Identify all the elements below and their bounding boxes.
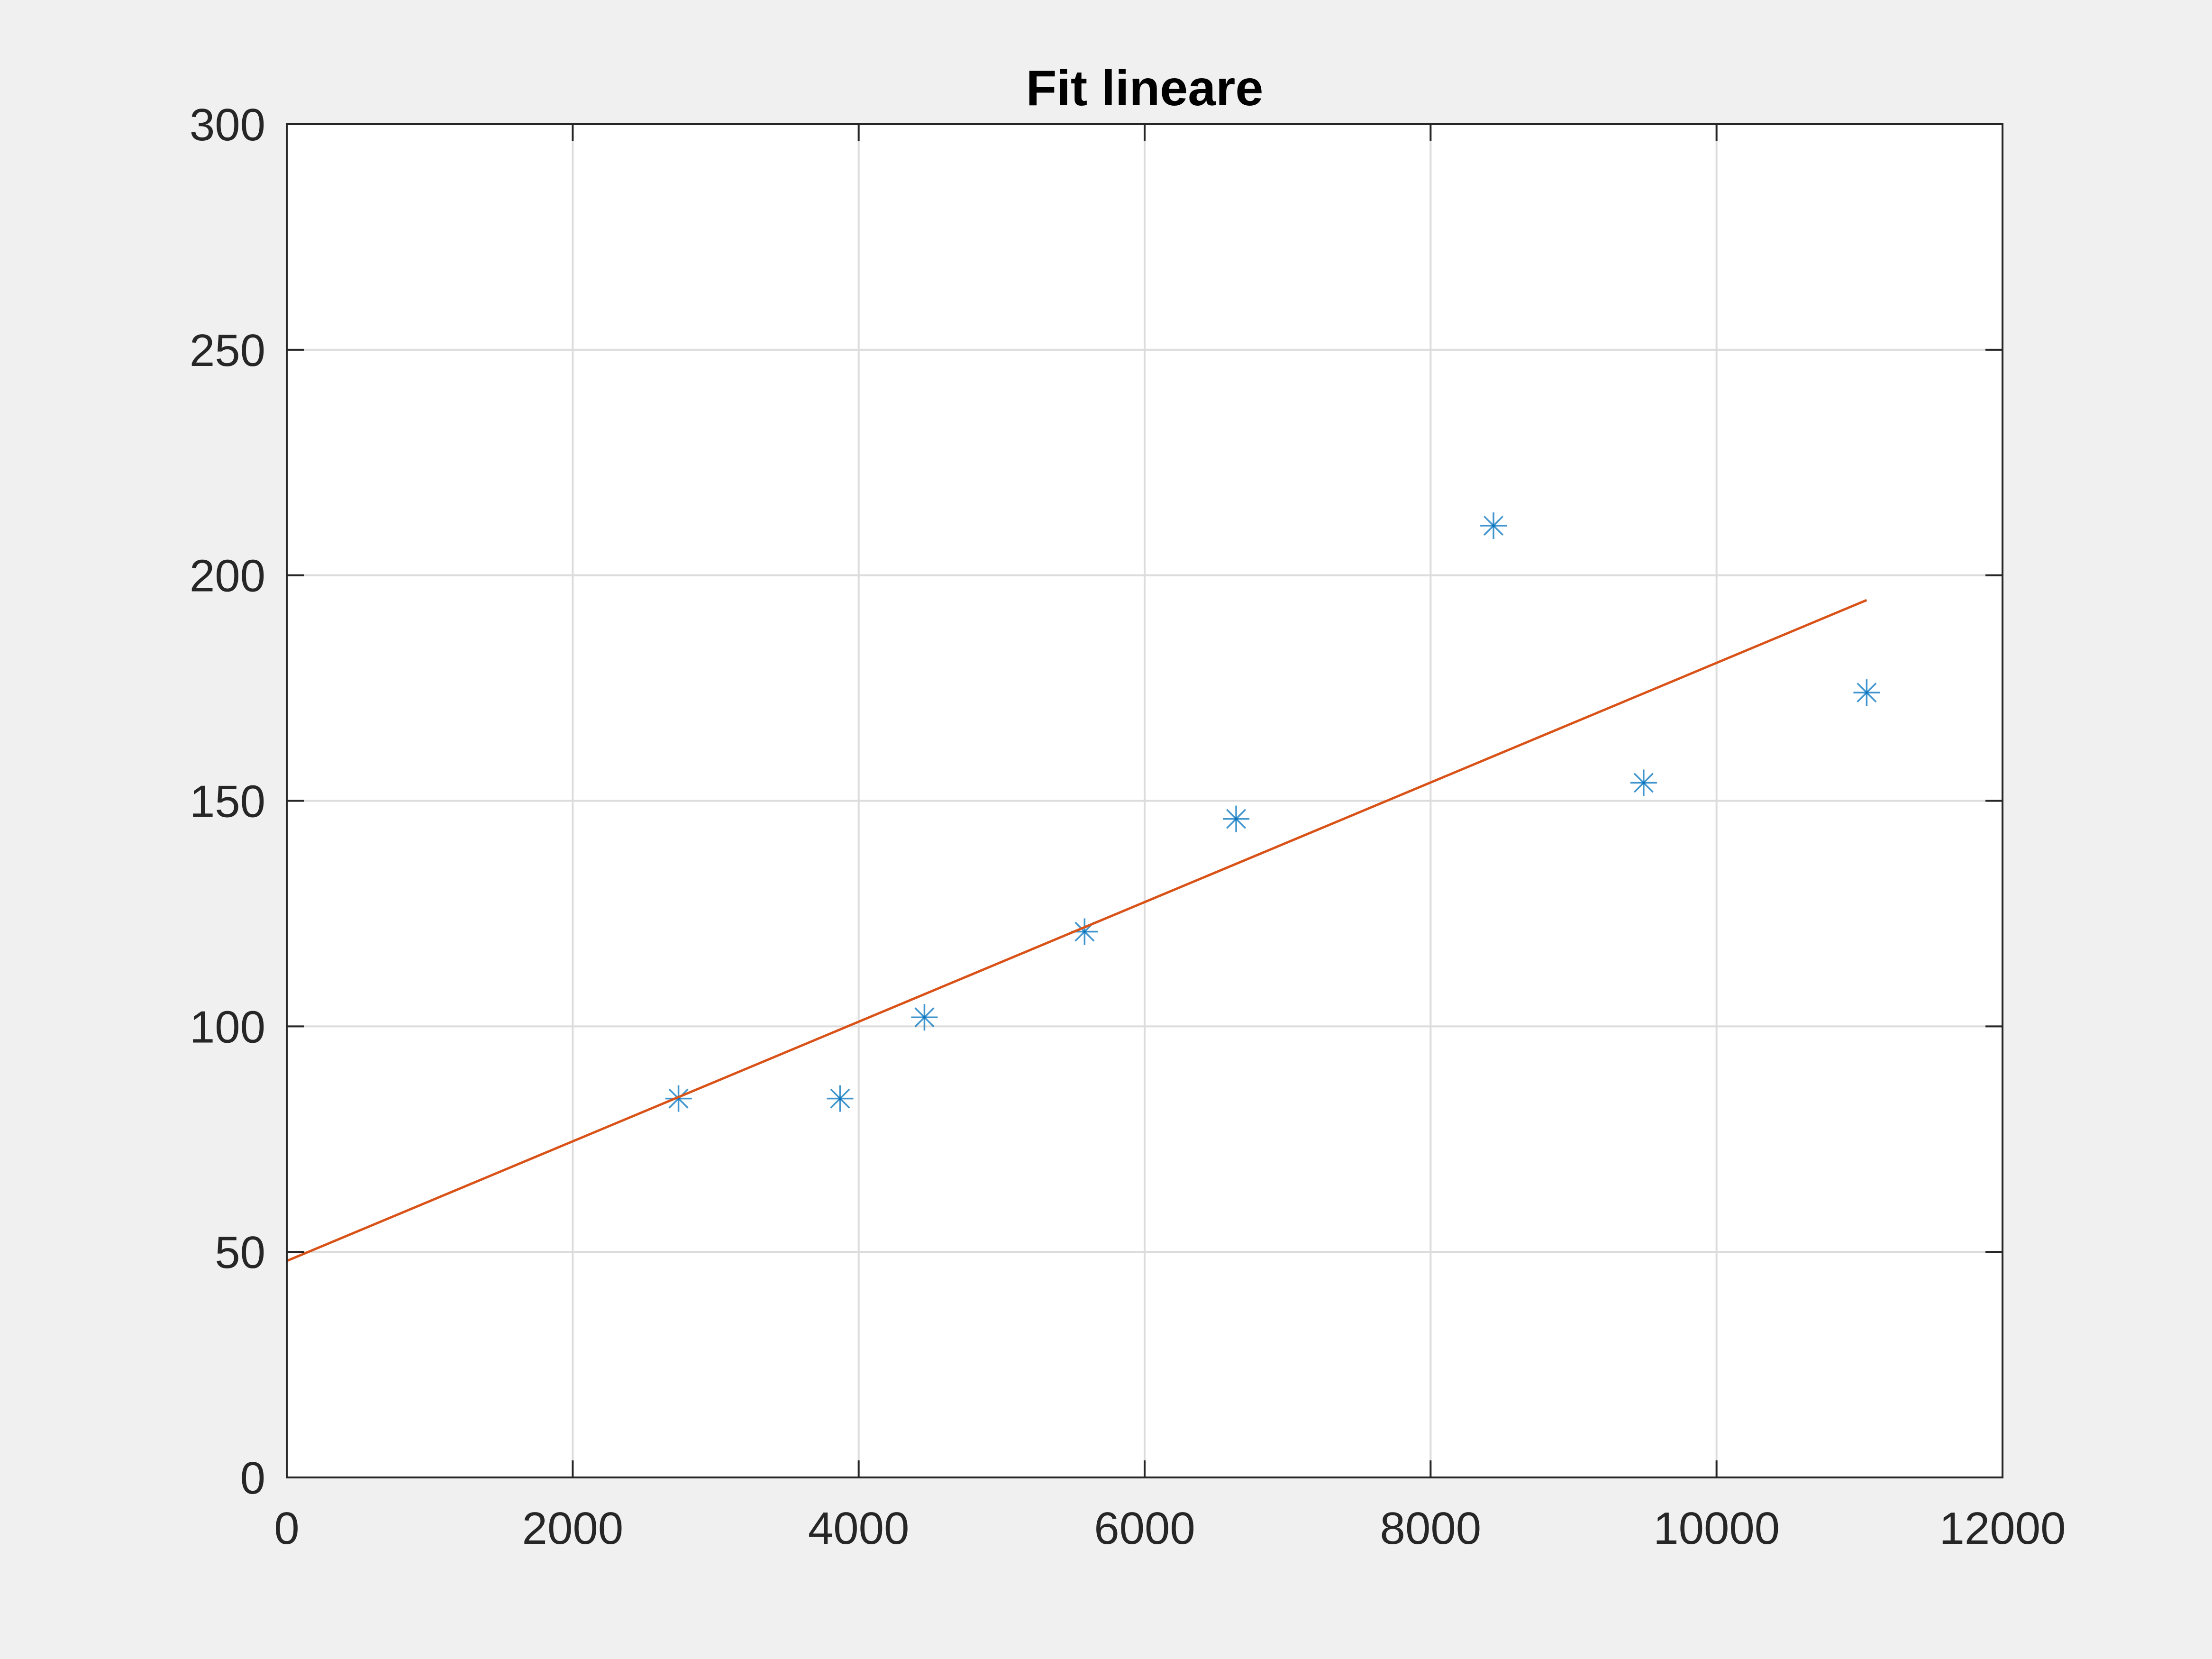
y-tick-label: 200	[190, 551, 265, 602]
data-point	[665, 1085, 692, 1112]
x-tick-label: 6000	[1094, 1503, 1195, 1554]
data-point	[911, 1004, 938, 1031]
data-point-stroke	[1633, 773, 1654, 793]
y-tick-label: 0	[240, 1453, 265, 1504]
tick-marks	[286, 123, 2003, 1478]
y-tick-labels: 0 50 100 150 200 250 300	[190, 100, 265, 1504]
data-point	[1480, 512, 1507, 539]
x-tick-label: 12000	[1939, 1503, 2066, 1554]
y-tick-label: 100	[190, 1002, 265, 1052]
grid-lines	[287, 124, 2003, 1477]
x-tick-label: 10000	[1653, 1503, 1780, 1554]
data-point	[827, 1085, 854, 1112]
x-tick-label: 0	[274, 1503, 299, 1554]
data-point-stroke	[1226, 809, 1247, 829]
x-tick-label: 2000	[522, 1503, 624, 1554]
y-tick-label: 300	[190, 100, 265, 150]
y-tick-label: 150	[190, 776, 265, 827]
data-point	[1853, 679, 1880, 706]
x-tick-labels: 0 2000 4000 6000 8000 10000 12000	[274, 1503, 2066, 1554]
data-point-stroke	[830, 1088, 850, 1109]
x-tick-label: 4000	[808, 1503, 910, 1554]
data-point-stroke	[668, 1088, 689, 1109]
data-point-stroke	[1484, 515, 1504, 536]
plot-area	[286, 512, 1880, 1262]
data-point-stroke	[914, 1007, 935, 1028]
chart-title: Fit lineare	[1026, 60, 1264, 116]
data-point-stroke	[1857, 683, 1877, 703]
x-tick-label: 8000	[1380, 1503, 1482, 1554]
fit-line	[286, 599, 1867, 1262]
y-tick-label: 250	[190, 325, 265, 376]
data-point	[1630, 769, 1657, 796]
y-tick-label: 50	[215, 1227, 265, 1278]
data-point	[1223, 805, 1250, 832]
